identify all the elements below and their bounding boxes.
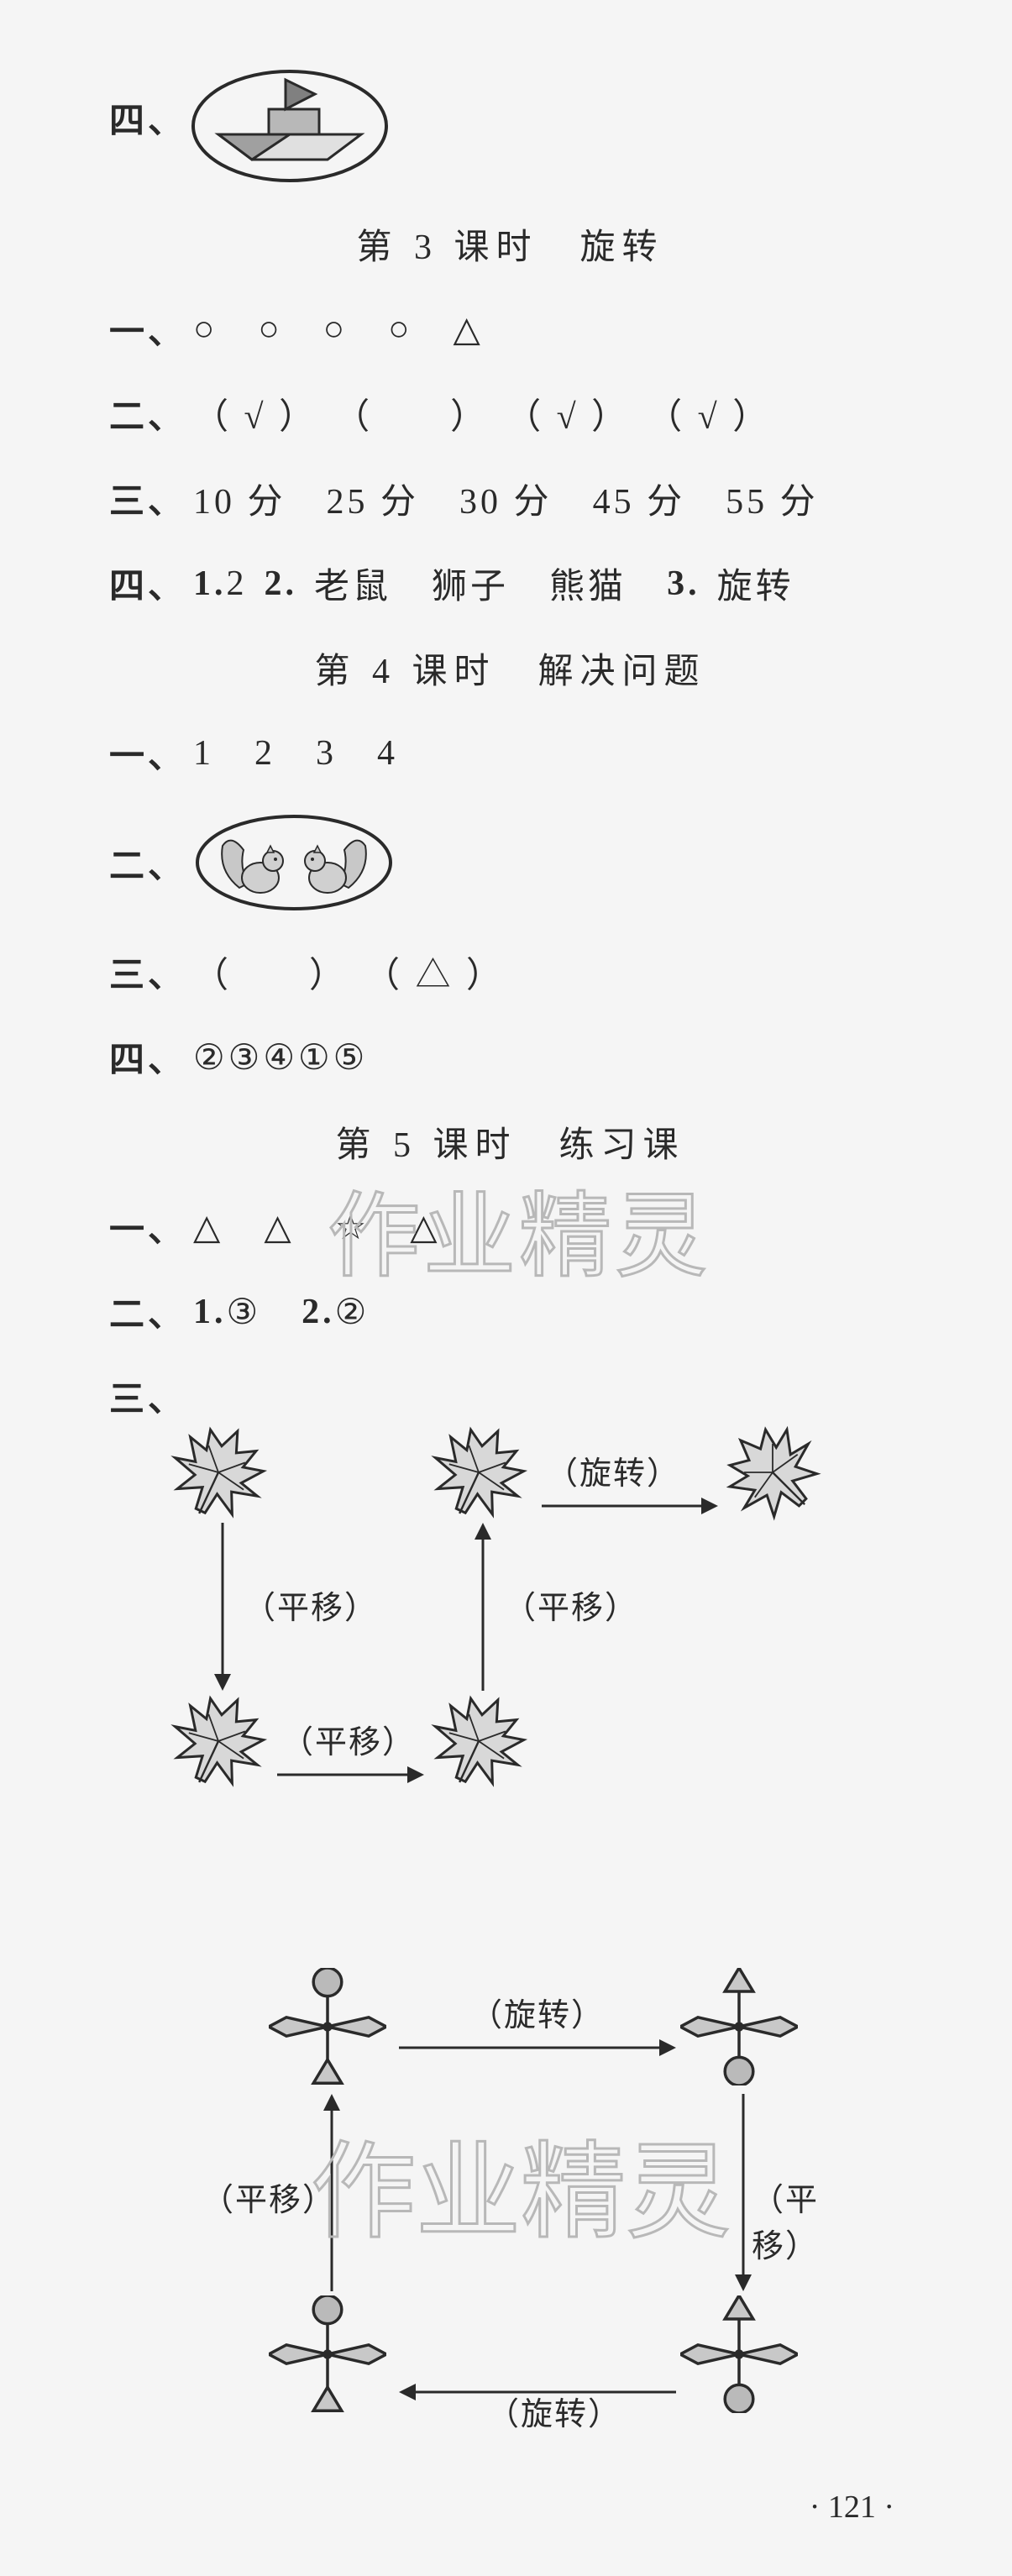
minute-item: 25 分 xyxy=(327,473,420,524)
l3-q2-label: 二、 xyxy=(109,388,186,439)
svg-text:作业精灵: 作业精灵 xyxy=(311,2136,731,2252)
q4-label: 四、 xyxy=(109,92,186,144)
check-item: （ √ ） xyxy=(647,388,771,439)
part-num: 1. xyxy=(193,564,227,604)
arrow-right-bot xyxy=(277,1762,424,1787)
shape-item: △ xyxy=(264,1206,294,1248)
squirrels-icon xyxy=(193,812,395,913)
check-item: （ √ ） xyxy=(506,388,630,439)
l5-q3-label: 三、 xyxy=(109,1371,186,1422)
part-val: 狮子 xyxy=(432,558,509,609)
answer-item: （ △ ） xyxy=(364,947,505,998)
shape-item: ○ xyxy=(193,309,218,349)
l4-q4-label: 四、 xyxy=(109,1031,186,1083)
shape-item: △ xyxy=(193,1206,223,1248)
num-item: 3 xyxy=(316,733,337,774)
arrow-up-mid xyxy=(470,1523,496,1691)
l4-q4-row: 四、 ②③④①⑤ xyxy=(109,1031,911,1083)
shape-item: ○ xyxy=(388,309,412,349)
l4-q2-label: 二、 xyxy=(109,837,186,889)
boat-tangram xyxy=(185,50,395,185)
pw-label-rot-top: （旋转） xyxy=(470,1989,605,2035)
minute-item: 45 分 xyxy=(593,473,686,524)
l4-q2-row: 二、 xyxy=(109,812,911,913)
pinwheel-tl xyxy=(269,1968,386,2085)
top-q4-row: 四、 xyxy=(109,50,911,185)
pinwheel-diagram: （旋转） （旋转） （平移） （平移） 作业精灵 xyxy=(235,1960,840,2463)
part-val: 老鼠 xyxy=(314,558,391,609)
shape-item: ○ xyxy=(258,309,282,349)
num-item: 2 xyxy=(254,733,275,774)
num-item: 4 xyxy=(377,733,398,774)
pw-label-rot-bot: （旋转） xyxy=(487,2388,621,2434)
page-number: · 121 · xyxy=(109,2489,911,2526)
part-val: 熊猫 xyxy=(549,558,627,609)
part-num: 1. xyxy=(193,1292,227,1332)
part-val: ③ xyxy=(227,1291,262,1333)
l3-q3-label: 三、 xyxy=(109,473,186,524)
part-val: 旋转 xyxy=(717,558,794,609)
part-val: 2 xyxy=(227,564,248,604)
lesson5-title: 第 5 课时 练习课 xyxy=(109,1116,911,1167)
sequence-val: ②③④①⑤ xyxy=(193,1036,368,1078)
l3-q1-row: 一、 ○ ○ ○ ○ △ xyxy=(109,303,911,354)
svg-text:作业精灵: 作业精灵 xyxy=(328,1186,710,1288)
leaf-top-right xyxy=(722,1422,823,1523)
part-num: 3. xyxy=(667,564,700,604)
lesson3-title: 第 3 课时 旋转 xyxy=(109,218,911,270)
answer-item: （ ） xyxy=(193,947,348,998)
leaf-label-trans1: （平移） xyxy=(244,1582,378,1628)
l5-q3-row: 三、 xyxy=(109,1371,911,1422)
l4-q3-label: 三、 xyxy=(109,947,186,998)
arrow-right-top xyxy=(542,1493,718,1519)
minute-item: 55 分 xyxy=(726,473,819,524)
pinwheel-tr xyxy=(680,1968,798,2085)
check-item: （ √ ） xyxy=(193,388,317,439)
part-num: 2. xyxy=(265,564,298,604)
check-item: （ ） xyxy=(334,388,489,439)
l3-q2-row: 二、 （ √ ） （ ） （ √ ） （ √ ） xyxy=(109,388,911,439)
minute-item: 10 分 xyxy=(193,473,286,524)
l3-q4-row: 四、 1. 2 2. 老鼠 狮子 熊猫 3. 旋转 xyxy=(109,558,911,609)
l4-q1-row: 一、 1 2 3 4 xyxy=(109,727,911,779)
leaf-label-rotate: （旋转） xyxy=(546,1447,680,1493)
watermark-2: 作业精灵 xyxy=(311,2127,781,2262)
l4-q1-label: 一、 xyxy=(109,727,186,779)
leaf-label-trans2: （平移） xyxy=(504,1582,638,1628)
leaf-top-left xyxy=(168,1422,269,1523)
pinwheel-bl xyxy=(269,2295,386,2413)
leaf-top-mid xyxy=(428,1422,529,1523)
l5-q1-label: 一、 xyxy=(109,1201,186,1252)
l5-q2-label: 二、 xyxy=(109,1286,186,1337)
l3-q4-label: 四、 xyxy=(109,558,186,609)
minute-item: 30 分 xyxy=(459,473,553,524)
leaf-diagram: （旋转） （平移） （平移） （平移） xyxy=(151,1430,840,1926)
lesson4-title: 第 4 课时 解决问题 xyxy=(109,643,911,694)
pinwheel-br xyxy=(680,2295,798,2413)
arrow-down-left xyxy=(210,1523,235,1691)
l3-q3-row: 三、 10 分 25 分 30 分 45 分 55 分 xyxy=(109,473,911,524)
l4-q3-row: 三、 （ ） （ △ ） xyxy=(109,947,911,998)
l5-q1-row: 一、 △ △ ☆ △ 作业精灵 xyxy=(109,1201,911,1252)
leaf-label-trans3: （平移） xyxy=(281,1716,416,1762)
pw-arrow-top xyxy=(399,2035,676,2060)
shape-item: ○ xyxy=(323,309,348,349)
leaf-bot-left xyxy=(168,1691,269,1792)
num-item: 1 xyxy=(193,733,214,774)
watermark-1: 作业精灵 xyxy=(328,1184,747,1302)
l3-q1-label: 一、 xyxy=(109,303,186,354)
shape-item: △ xyxy=(454,308,484,350)
leaf-bot-mid xyxy=(428,1691,529,1792)
